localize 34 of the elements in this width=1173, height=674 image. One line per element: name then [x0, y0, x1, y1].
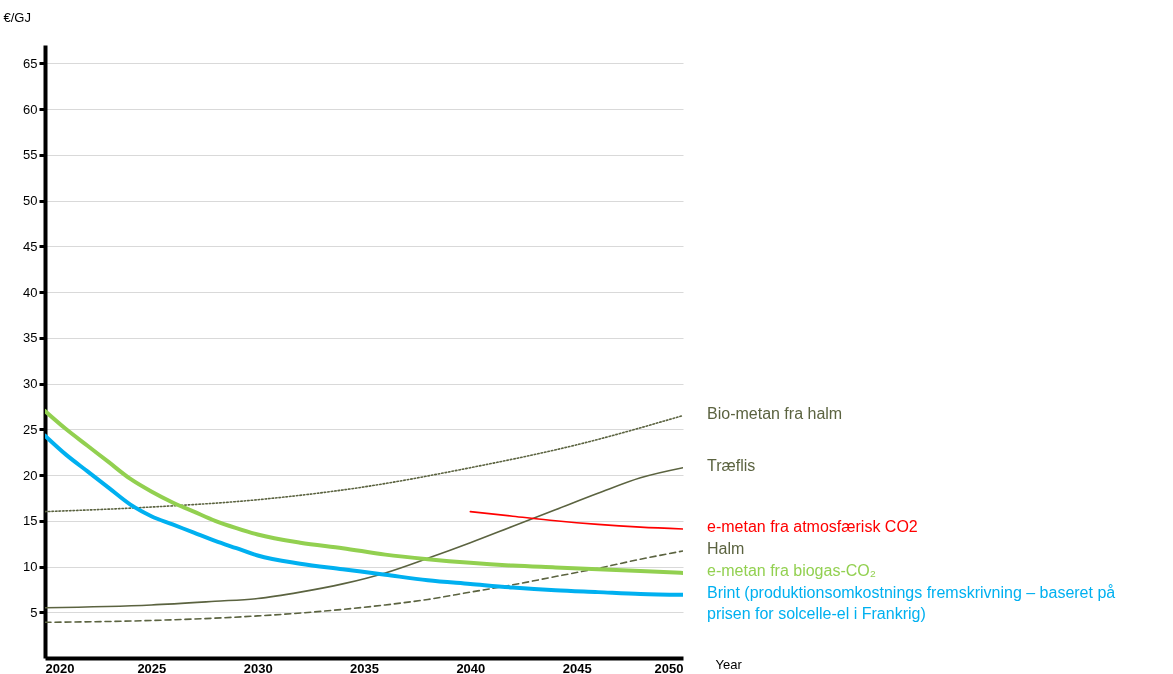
series-label: Træflis: [707, 456, 756, 474]
y-tick-label: 40: [23, 284, 38, 300]
y-tick-label: 65: [23, 55, 38, 71]
y-tick-label: 55: [23, 147, 38, 163]
x-tick-label: 2020: [45, 660, 75, 674]
series-label: Bio-metan fra halm: [707, 404, 843, 422]
line-series: [45, 408, 683, 575]
y-tick-label: 25: [23, 421, 38, 437]
series-label: Brint (produktionsomkostnings fremskrivning – baseret på prisen for solcelle-el i Frankrig): [707, 583, 1116, 622]
y-tick-label: 20: [23, 467, 38, 483]
line-series: [45, 466, 683, 609]
line-series: [469, 510, 683, 530]
y-tick-label: 60: [23, 101, 38, 117]
line-series: [45, 433, 683, 597]
y-tick-label: 15: [23, 513, 38, 529]
series-label: Halm: [707, 539, 745, 557]
x-tick-label: 2050: [654, 660, 684, 674]
y-tick-label: 10: [23, 559, 38, 575]
y-tick-label: 35: [23, 330, 38, 346]
x-tick-label: 2045: [562, 660, 592, 674]
y-tick-label: 5: [30, 604, 38, 620]
x-axis-title: Year: [715, 656, 743, 672]
x-tick-label: 2035: [350, 660, 379, 674]
line-series: [45, 550, 683, 624]
y-axis-title: €/GJ: [3, 9, 31, 25]
x-tick-label: 2025: [137, 660, 167, 674]
x-tick-label: 2040: [456, 660, 486, 674]
series-label: e-metan fra atmosfærisk CO2: [707, 518, 918, 535]
x-tick-label: 2030: [243, 660, 273, 674]
line-series: [45, 414, 683, 513]
y-tick-label: 45: [23, 238, 38, 254]
y-tick-label: 50: [23, 193, 38, 209]
series-label: e-metan fra biogas-CO₂: [707, 561, 876, 579]
y-tick-label: 30: [23, 376, 38, 392]
